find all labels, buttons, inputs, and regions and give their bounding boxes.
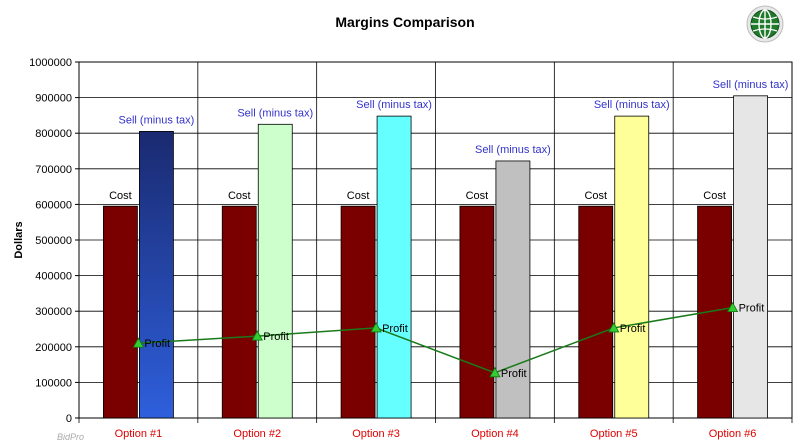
cost-data-label: Cost [228, 190, 251, 202]
sell-data-label: Sell (minus tax) [119, 114, 195, 126]
cost-bar [221, 205, 257, 419]
x-tick-label: Option #6 [709, 428, 757, 440]
y-tick-label: 600000 [35, 199, 72, 211]
profit-data-label: Profit [382, 323, 408, 335]
sell-data-label: Sell (minus tax) [237, 107, 313, 119]
sell-bar [495, 160, 531, 419]
sell-bar [376, 115, 412, 419]
cost-bar [340, 205, 376, 419]
y-tick-label: 200000 [35, 342, 72, 354]
y-tick-label: 0 [66, 413, 72, 425]
x-tick-label: Option #3 [352, 428, 400, 440]
x-tick-label: Option #5 [590, 428, 638, 440]
y-tick-label: 400000 [35, 271, 72, 283]
sell-data-label: Sell (minus tax) [356, 99, 432, 111]
sell-bar [733, 95, 768, 419]
y-tick-label: 900000 [35, 93, 72, 105]
profit-data-label: Profit [501, 368, 527, 380]
cost-data-label: Cost [347, 190, 370, 202]
profit-marker [370, 322, 382, 333]
sell-bar [614, 115, 650, 419]
globe-logo-icon [746, 5, 784, 43]
y-axis-label: Dollars [13, 221, 25, 258]
profit-marker [726, 301, 739, 313]
sell-bar [257, 123, 293, 419]
plot-area: 0 100000 200000 300000 400000 500000 600000 700… [29, 57, 793, 440]
profit-data-label: Profit [739, 303, 765, 315]
profit-data-label: Profit [144, 338, 170, 350]
x-tick-label: Option #2 [233, 428, 281, 440]
cost-bar [578, 205, 614, 419]
profit-marker [489, 366, 501, 378]
x-tick-label: Option #1 [115, 428, 163, 440]
profit-line [138, 306, 733, 374]
cost-data-label: Cost [466, 190, 489, 202]
cost-bar [103, 205, 138, 419]
x-tick-label: Option #4 [471, 428, 519, 440]
sell-data-label: Sell (minus tax) [713, 79, 789, 91]
profit-marker [251, 330, 263, 341]
cost-data-label: Cost [109, 190, 132, 202]
y-tick-label: 800000 [35, 128, 72, 140]
sell-data-label: Sell (minus tax) [475, 144, 551, 156]
y-tick-label: 100000 [35, 377, 72, 389]
sell-data-label: Sell (minus tax) [594, 99, 670, 111]
profit-marker [132, 337, 145, 348]
chart-title: Margins Comparison [335, 14, 474, 30]
y-tick-label: 1000000 [29, 57, 72, 69]
profit-marker [608, 322, 620, 333]
y-tick-label: 700000 [35, 164, 72, 176]
sell-bar [139, 131, 174, 419]
y-tick-label: 300000 [35, 306, 72, 318]
cost-data-label: Cost [703, 190, 726, 202]
profit-data-label: Profit [620, 323, 646, 335]
watermark: BidPro [57, 432, 84, 442]
y-tick-label: 500000 [35, 235, 72, 247]
cost-bar [459, 205, 495, 419]
cost-data-label: Cost [584, 190, 607, 202]
profit-data-label: Profit [263, 331, 289, 343]
